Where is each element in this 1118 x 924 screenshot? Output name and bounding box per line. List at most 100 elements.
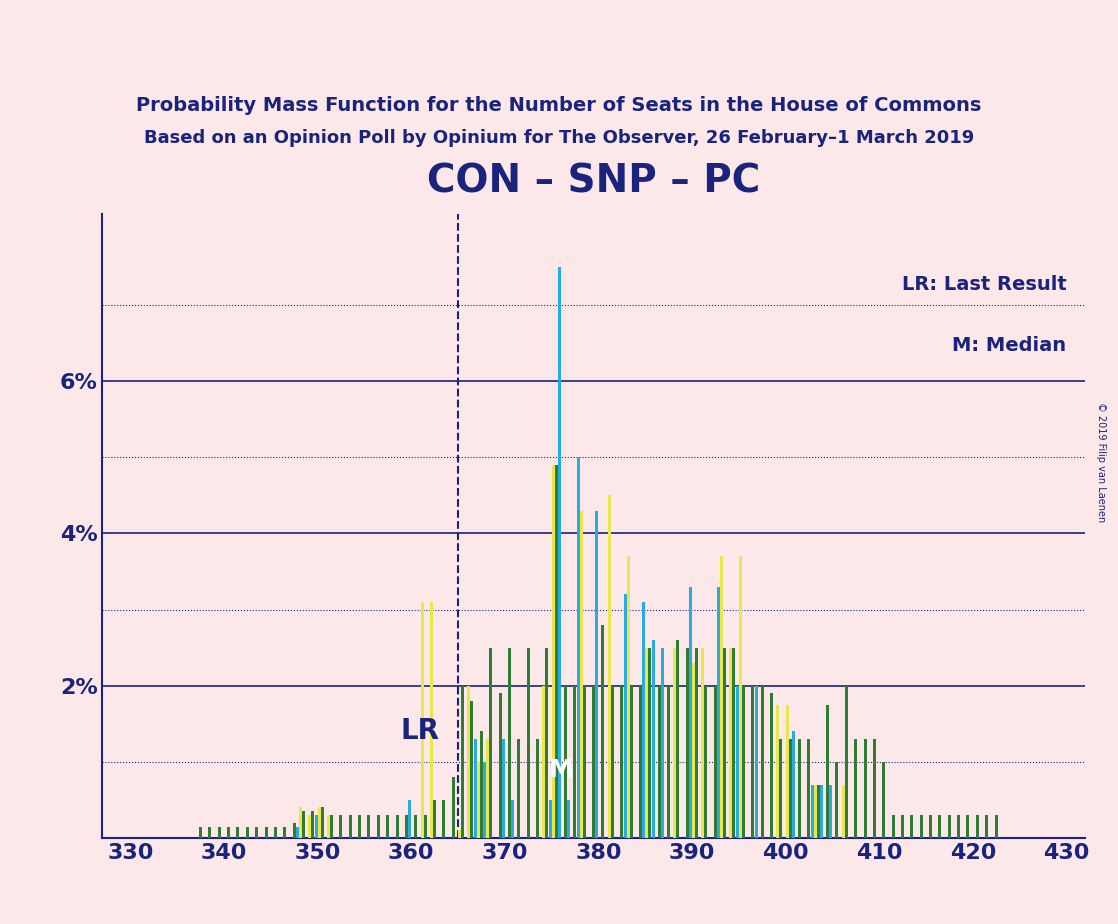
Text: © 2019 Filip van Laenen: © 2019 Filip van Laenen [1097,402,1106,522]
Bar [966,815,969,838]
Bar [835,761,838,838]
Bar [499,693,502,838]
Bar [377,815,380,838]
Bar [518,739,520,838]
Bar [218,827,220,838]
Bar [652,640,655,838]
Bar [565,686,567,838]
Bar [948,815,950,838]
Bar [792,732,795,838]
Bar [882,761,885,838]
Bar [199,827,202,838]
Bar [826,705,830,838]
Bar [574,686,577,838]
Bar [558,267,561,838]
Text: LR: LR [400,717,439,745]
Bar [626,556,629,838]
Bar [786,705,788,838]
Bar [299,808,302,838]
Bar [751,686,755,838]
Bar [713,686,717,838]
Bar [667,686,670,838]
Bar [798,739,800,838]
Bar [661,648,664,838]
Bar [420,602,424,838]
Bar [689,587,692,838]
Bar [415,815,417,838]
Bar [891,815,894,838]
Bar [673,648,676,838]
Bar [424,815,427,838]
Bar [701,648,704,838]
Bar [396,815,399,838]
Bar [608,495,610,838]
Bar [246,827,249,838]
Bar [642,602,645,838]
Bar [593,686,595,838]
Bar [742,686,745,838]
Bar [502,739,505,838]
Bar [302,811,305,838]
Bar [873,739,875,838]
Bar [770,693,773,838]
Bar [901,815,904,838]
Bar [443,800,445,838]
Bar [732,648,736,838]
Bar [480,732,483,838]
Bar [340,815,342,838]
Bar [695,648,698,838]
Bar [755,686,758,838]
Bar [704,686,708,838]
Bar [471,701,473,838]
Bar [910,815,913,838]
Bar [596,511,598,838]
Bar [483,761,486,838]
Bar [330,815,333,838]
Bar [938,815,941,838]
Bar [358,815,361,838]
Bar [863,739,866,838]
Title: CON – SNP – PC: CON – SNP – PC [427,163,760,201]
Bar [274,827,277,838]
Bar [314,815,318,838]
Bar [995,815,997,838]
Bar [788,739,792,838]
Bar [549,800,551,838]
Bar [730,648,732,838]
Bar [508,648,511,838]
Bar [624,594,626,838]
Bar [311,811,314,838]
Bar [842,784,845,838]
Bar [582,686,586,838]
Bar [349,815,352,838]
Bar [821,784,823,838]
Bar [845,686,847,838]
Bar [601,625,605,838]
Bar [648,648,652,838]
Bar [957,815,960,838]
Bar [723,648,726,838]
Text: LR: Last Result: LR: Last Result [902,274,1067,294]
Bar [830,784,833,838]
Bar [814,784,817,838]
Bar [568,800,570,838]
Bar [293,822,295,838]
Bar [208,827,211,838]
Bar [807,739,811,838]
Bar [692,663,695,838]
Bar [408,800,411,838]
Bar [976,815,979,838]
Bar [577,457,580,838]
Bar [717,587,720,838]
Bar [536,739,539,838]
Bar [265,827,267,838]
Text: Probability Mass Function for the Number of Seats in the House of Commons: Probability Mass Function for the Number… [136,96,982,115]
Bar [620,686,623,838]
Bar [328,815,330,838]
Bar [629,686,633,838]
Bar [433,800,436,838]
Bar [555,465,558,838]
Bar [929,815,932,838]
Bar [610,686,614,838]
Bar [237,827,239,838]
